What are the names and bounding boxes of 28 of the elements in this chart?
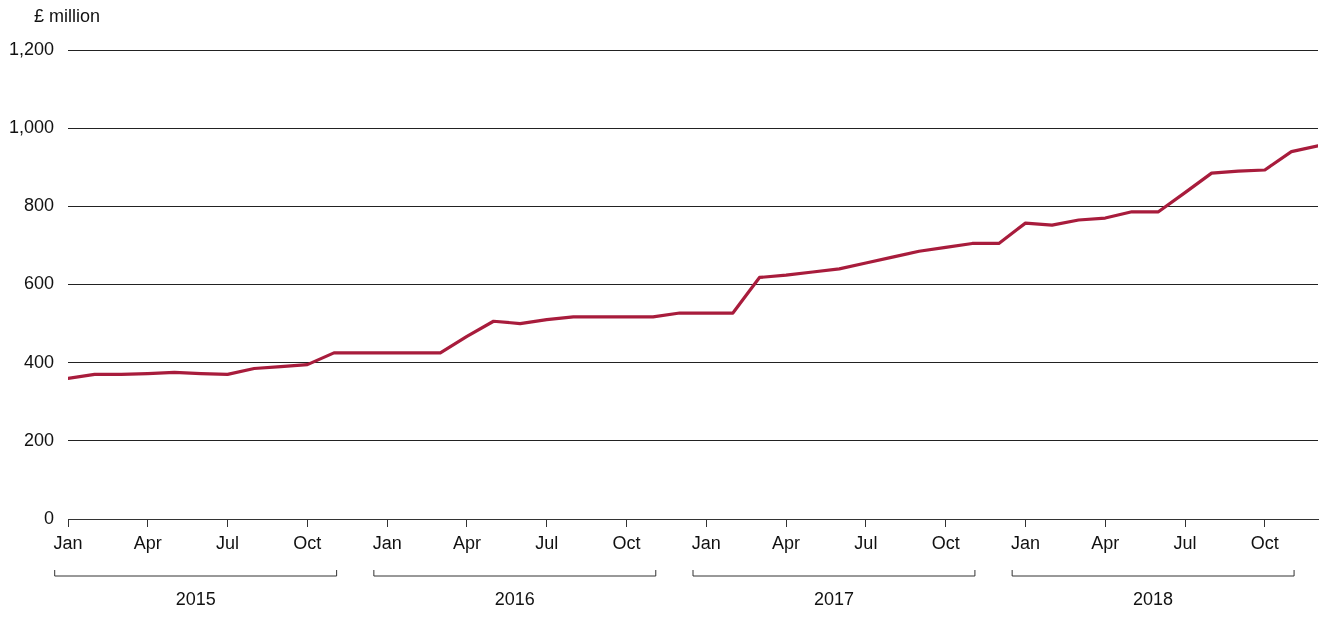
y-tick-label: 600 bbox=[23, 273, 54, 294]
x-tick-label: Apr bbox=[772, 532, 801, 553]
text: 2016 bbox=[494, 588, 535, 609]
x-tick-label: Jan bbox=[372, 532, 402, 553]
x-tick-label: Jul bbox=[1173, 532, 1197, 553]
x-tick-label: Oct bbox=[931, 532, 960, 553]
text: 2017 bbox=[813, 588, 854, 609]
text: 2015 bbox=[175, 588, 216, 609]
text: 2018 bbox=[1133, 588, 1174, 609]
y-tick-label: 1,000 bbox=[8, 117, 54, 138]
y-tick-label: 200 bbox=[23, 429, 54, 450]
y-tick-label: 800 bbox=[23, 195, 54, 216]
x-tick-label: Jul bbox=[216, 532, 240, 553]
x-tick-label: Jan bbox=[691, 532, 721, 553]
x-tick-label: Apr bbox=[133, 532, 162, 553]
y-tick-label: 1,200 bbox=[8, 38, 54, 59]
y-tick-label: 400 bbox=[23, 351, 54, 372]
x-tick-label: Jul bbox=[535, 532, 559, 553]
x-tick-label: Oct bbox=[612, 532, 641, 553]
x-tick-label: Apr bbox=[452, 532, 481, 553]
x-tick-label: Jul bbox=[854, 532, 878, 553]
x-tick-label: Oct bbox=[1250, 532, 1279, 553]
y-tick-label: 0 bbox=[43, 507, 54, 528]
x-tick-label: Jan bbox=[1010, 532, 1040, 553]
x-tick-label: Oct bbox=[293, 532, 322, 553]
x-tick-label: Apr bbox=[1091, 532, 1120, 553]
x-tick-label: Jan bbox=[53, 532, 83, 553]
y-axis-title: £ million bbox=[34, 5, 101, 26]
